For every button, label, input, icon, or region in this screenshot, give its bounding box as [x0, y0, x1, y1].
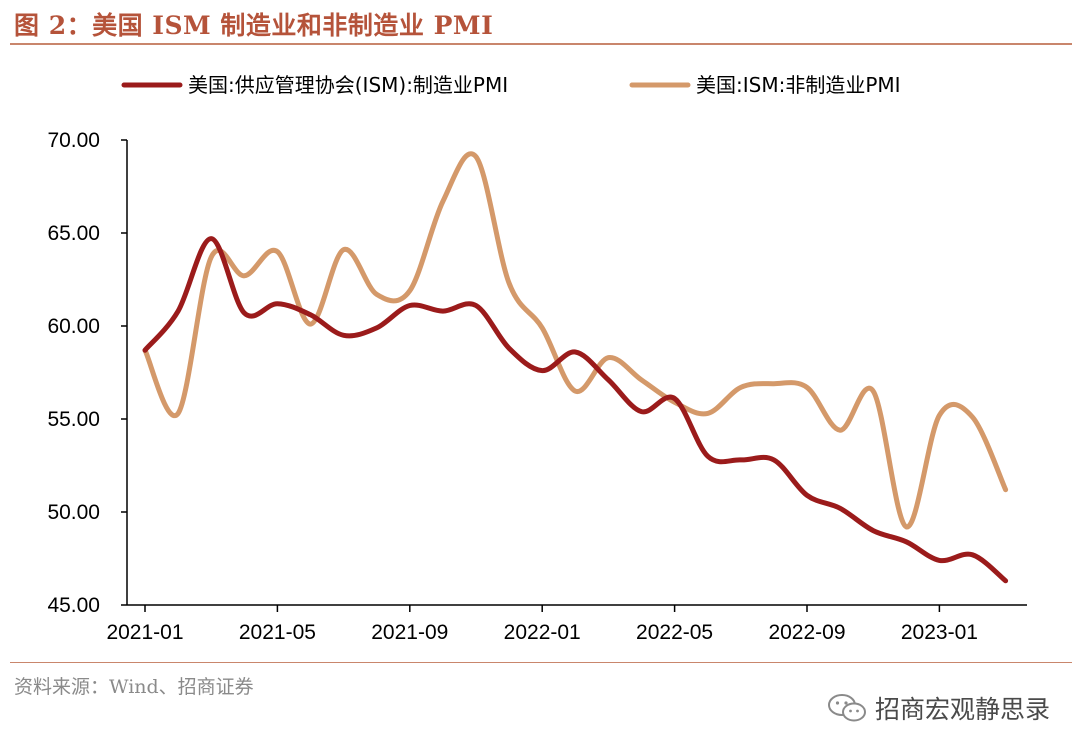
footer-divider [10, 662, 1072, 663]
title-divider [10, 43, 1072, 45]
figure-title: 图 2：美国 ISM 制造业和非制造业 PMI [14, 11, 494, 40]
watermark: 招商宏观静思录 [827, 690, 1050, 726]
series-line-non-manufacturing [142, 151, 1009, 530]
x-tick-label: 2021-01 [106, 621, 183, 644]
x-tick-label: 2021-05 [239, 621, 316, 644]
wechat-icon [827, 694, 866, 722]
x-tick-label: 2023-01 [901, 621, 978, 644]
y-tick-label: 60.00 [47, 315, 100, 338]
x-tick-label: 2022-09 [768, 621, 845, 644]
y-tick-label: 50.00 [47, 501, 100, 524]
watermark-text: 招商宏观静思录 [874, 695, 1050, 724]
legend-label-manufacturing: 美国:供应管理协会(ISM):制造业PMI [188, 73, 508, 97]
chart-legend: 美国:供应管理协会(ISM):制造业PMI 美国:ISM:非制造业PMI [121, 73, 901, 97]
y-tick-label: 55.00 [47, 408, 100, 431]
x-tick-label: 2022-05 [636, 621, 713, 644]
y-tick-label: 45.00 [47, 594, 100, 617]
y-tick-label: 65.00 [47, 222, 100, 245]
legend-label-non-manufacturing: 美国:ISM:非制造业PMI [696, 73, 901, 97]
x-tick-label: 2021-09 [371, 621, 448, 644]
series-line-manufacturing [142, 236, 1009, 584]
chart-axes: 45.00 50.00 55.00 60.00 65.00 70.00 2021-01 202… [47, 129, 1027, 644]
x-tick-label: 2022-01 [504, 621, 581, 644]
source-note: 资料来源：Wind、招商证券 [14, 676, 254, 698]
y-tick-label: 70.00 [47, 129, 100, 152]
chart-series [142, 151, 1009, 584]
